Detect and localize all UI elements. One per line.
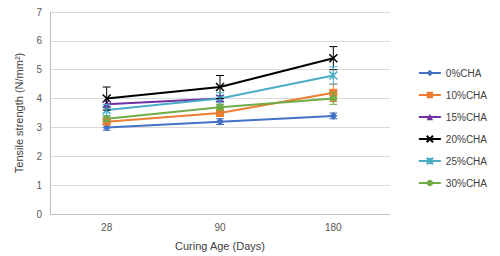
svg-text:0%CHA: 0%CHA <box>446 68 482 79</box>
svg-text:30%CHA: 30%CHA <box>446 178 487 189</box>
svg-text:Tensile strength (N/mm²): Tensile strength (N/mm²) <box>13 53 25 173</box>
svg-text:Curing Age (Days): Curing Age (Days) <box>175 240 265 252</box>
svg-text:0: 0 <box>36 209 42 220</box>
svg-text:1: 1 <box>36 180 42 191</box>
svg-text:25%CHA: 25%CHA <box>446 156 487 167</box>
svg-text:90: 90 <box>214 222 226 233</box>
svg-text:3: 3 <box>36 122 42 133</box>
svg-text:4: 4 <box>36 93 42 104</box>
svg-text:7: 7 <box>36 7 42 18</box>
svg-text:15%CHA: 15%CHA <box>446 112 487 123</box>
svg-text:2: 2 <box>36 151 42 162</box>
svg-text:10%CHA: 10%CHA <box>446 90 487 101</box>
svg-text:180: 180 <box>325 222 342 233</box>
svg-text:20%CHA: 20%CHA <box>446 134 487 145</box>
svg-text:5: 5 <box>36 64 42 75</box>
svg-text:6: 6 <box>36 35 42 46</box>
svg-text:28: 28 <box>101 222 113 233</box>
